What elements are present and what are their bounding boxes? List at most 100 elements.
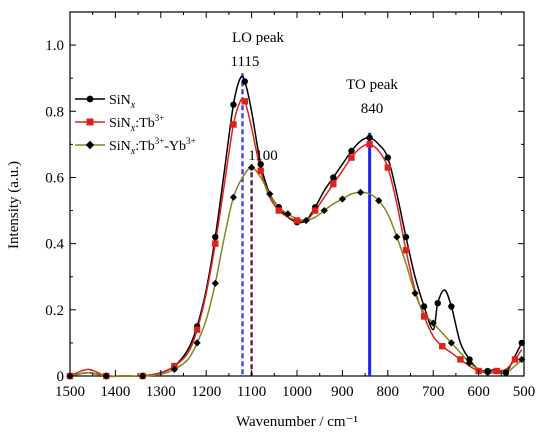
series-markers: [66, 78, 526, 380]
series-point-sinx-tb: [293, 217, 301, 224]
x-tick-label: 900: [331, 384, 354, 400]
series-point-sinx: [420, 303, 428, 310]
series-point-sinx-tb-yb: [170, 365, 179, 373]
series-point-sinx-tb-yb: [302, 216, 310, 225]
series-point-sinx-tb-yb: [411, 289, 419, 297]
series-point-sinx-tb: [257, 167, 264, 175]
series-point-sinx-tb-yb: [484, 369, 492, 377]
series-point-sinx: [384, 154, 391, 161]
legend-label-sinx-tb-yb-sup1: 3+: [155, 136, 165, 146]
series-point-sinx: [330, 174, 337, 181]
legend-item-sinx: SiNx: [75, 93, 136, 111]
y-tick-label: 0.6: [45, 170, 64, 186]
legend-label-sinx-tb: SiN: [109, 116, 131, 131]
x-tick-label: 1200: [191, 384, 221, 400]
x-tick-label: 1000: [282, 384, 312, 400]
svg-text:SiNx:Tb3+-Yb3+: SiNx:Tb3+-Yb3+: [109, 136, 196, 157]
series-point-sinx-tb-yb: [429, 319, 437, 327]
series-point-sinx-tb-yb: [502, 369, 510, 377]
legend-label-sinx-tb-yb-sup2: 3+: [186, 136, 196, 146]
series-point-sinx: [366, 134, 373, 141]
series-point-sinx-tb: [493, 367, 500, 375]
plot-frame: [69, 11, 525, 377]
series-point-sinx-tb-yb: [139, 372, 147, 380]
plot-border: [69, 11, 525, 377]
to-peak-value: 840: [361, 101, 384, 117]
legend-label-sinx-tb-rest: :Tb: [135, 116, 154, 131]
legend-label-sinx-tb-yb: SiN: [109, 139, 131, 154]
series-point-sinx-tb-yb: [229, 193, 238, 201]
series-point-sinx-tb-yb: [320, 206, 328, 215]
series-point-sinx-tb-yb: [338, 195, 346, 203]
mid-peak-value: 1100: [248, 148, 277, 164]
series-point-sinx-tb: [330, 180, 337, 188]
series-point-sinx-tb: [275, 207, 283, 214]
x-tick-label: 600: [467, 384, 490, 400]
x-tick-label: 1100: [237, 384, 266, 400]
legend-label-sinx-sub: x: [130, 100, 136, 111]
x-tick-label: 1500: [55, 384, 85, 400]
series-point-sinx: [241, 78, 248, 85]
series-point-sinx-tb: [366, 141, 373, 148]
series-point-sinx-tb-yb: [284, 210, 292, 218]
series-point-sinx-tb: [230, 121, 237, 128]
series-point-sinx-tb-yb: [447, 339, 455, 347]
series-point-sinx-tb: [348, 154, 355, 161]
series-point-sinx: [212, 233, 219, 241]
series-point-sinx-tb-yb: [356, 188, 365, 196]
series-point-sinx-tb-yb: [393, 233, 401, 241]
legend-label-sinx-tb-yb-sub: x: [130, 146, 136, 157]
peak-lines: [241, 73, 372, 376]
x-tick-label: 1400: [100, 384, 130, 400]
series-point-sinx-tb: [311, 207, 319, 214]
series-point-sinx-tb-yb: [375, 197, 383, 205]
series-point-sinx-tb-yb: [465, 359, 474, 367]
axis-ticks: 1500 1400 1300 1200 1100 1000 900 800 700 600 500 0…: [45, 12, 535, 400]
legend-label-sinx-tb-sup: 3+: [155, 113, 165, 123]
series-point-sinx: [434, 300, 441, 307]
svg-text:SiNx:Tb3+: SiNx:Tb3+: [109, 113, 164, 134]
series-point-sinx-tb: [241, 98, 248, 105]
series-point-sinx-tb: [402, 247, 410, 254]
legend-label-sinx-tb-yb-rest1: :Tb: [135, 139, 154, 154]
x-tick-label: 800: [377, 384, 400, 400]
y-tick-label: 0.8: [45, 104, 64, 120]
x-tick-label: 1300: [146, 384, 176, 400]
series-line-0: [69, 75, 523, 378]
legend-label-sinx-tb-yb-rest2: -Yb: [164, 139, 186, 154]
series-point-sinx-tb: [511, 356, 519, 363]
series-point-sinx: [448, 303, 455, 310]
y-axis-label: Intensity (a.u.): [6, 161, 22, 249]
legend-label-sinx-tb-sub: x: [130, 123, 136, 134]
series-point-sinx-tb: [457, 356, 464, 363]
series-point-sinx: [257, 161, 264, 168]
series-point-sinx-tb: [420, 313, 428, 320]
to-peak-title: TO peak: [346, 77, 398, 93]
series-point-sinx: [402, 233, 410, 241]
y-tick-label: 1.0: [45, 38, 64, 54]
series-point-sinx-tb-yb: [248, 163, 256, 172]
series-line-1: [69, 97, 523, 378]
series-line-2: [69, 166, 523, 378]
series-point-sinx: [230, 101, 237, 108]
series-point-sinx-tb-yb: [102, 372, 110, 380]
series-point-sinx-tb: [212, 240, 219, 247]
legend-item-sinx-tb: SiNx:Tb3+: [75, 113, 164, 134]
x-tick-label: 500: [513, 384, 536, 400]
y-tick-label: 0.4: [45, 237, 64, 253]
series-point-sinx-tb-yb: [211, 279, 219, 287]
series-point-sinx-tb: [384, 164, 391, 171]
series-point-sinx-tb: [193, 326, 201, 333]
x-axis-label: Wavenumber / cm⁻¹: [236, 414, 358, 430]
series-point-sinx-tb-yb: [518, 355, 526, 364]
lo-peak-value: 1115: [231, 54, 260, 70]
legend-item-sinx-tb-yb: SiNx:Tb3+-Yb3+: [75, 136, 196, 157]
x-tick-label: 700: [422, 384, 445, 400]
legend: SiNx SiNx:Tb3+ SiNx:Tb3+-Yb3+: [75, 93, 196, 157]
series-point-sinx-tb: [439, 343, 446, 350]
lo-peak-title: LO peak: [232, 30, 285, 46]
svg-text:SiNx: SiNx: [109, 93, 136, 111]
series-point-sinx: [348, 147, 355, 155]
y-tick-label: 0.2: [45, 303, 64, 319]
